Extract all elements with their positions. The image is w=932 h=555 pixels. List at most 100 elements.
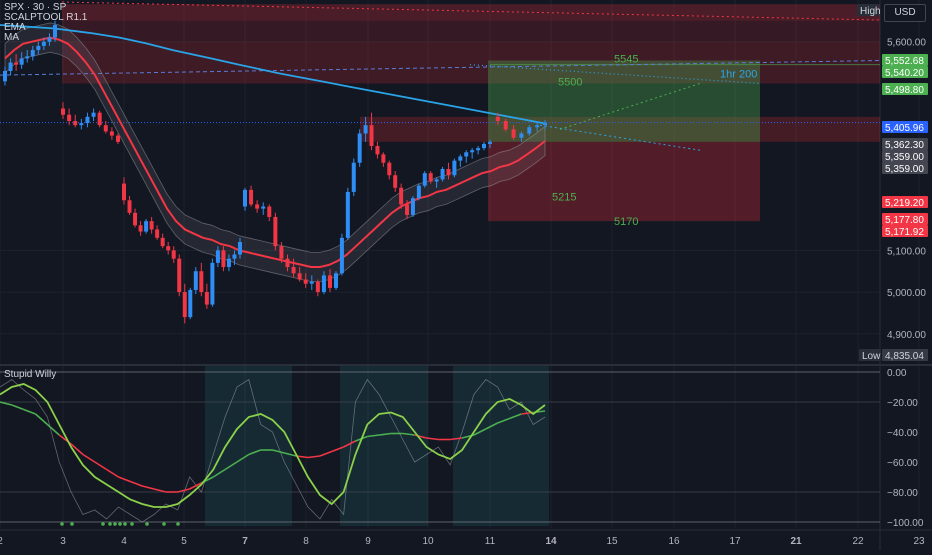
osc-slow-line	[141, 485, 155, 490]
price-tag: 5,540.20	[885, 68, 924, 79]
price-tag: 5,359.00	[885, 152, 924, 163]
candle-body	[519, 133, 524, 138]
price-tag: 5,498.80	[885, 85, 924, 96]
projection-line	[539, 124, 701, 151]
osc-slow-line	[94, 461, 108, 471]
osc-slow-line	[212, 468, 226, 478]
zone-box	[205, 366, 292, 526]
osc-slow-line	[82, 453, 96, 463]
candle-body	[527, 127, 532, 134]
osc-signal-dot	[176, 522, 180, 526]
candle-body	[188, 289, 193, 318]
time-tick-label: 16	[668, 536, 680, 547]
candle-body	[79, 123, 84, 126]
oscillator-title[interactable]: Stupid Willy	[4, 369, 57, 380]
candle-body	[53, 25, 57, 38]
candle-body	[334, 273, 338, 288]
price-tag-bg	[882, 54, 928, 66]
osc-tick-label: −20.00	[887, 398, 918, 409]
legend-indicator-ma[interactable]: MA	[4, 32, 19, 43]
candle-body	[160, 237, 165, 247]
low-tag-bg	[859, 349, 881, 361]
osc-tick-label: −80.00	[887, 488, 918, 499]
price-tag-bg	[882, 162, 928, 174]
osc-slow-line	[307, 455, 320, 459]
ema-band	[4, 22, 546, 282]
zone-box	[488, 60, 760, 142]
osc-slow-line	[0, 401, 13, 406]
price-tag: 4,835.04	[885, 351, 924, 362]
candle-body	[339, 237, 344, 274]
ma-line	[0, 24, 546, 125]
zone-label-5170: 5170	[614, 216, 638, 228]
time-tick-label: 14	[545, 536, 557, 547]
candle-body	[116, 135, 120, 142]
candle-body	[543, 122, 547, 126]
candle-body	[109, 131, 114, 136]
osc-slow-line	[509, 413, 522, 420]
candle-body	[182, 292, 187, 318]
price-tag-bg	[882, 196, 928, 208]
price-tag: 5,177.80	[885, 215, 924, 226]
osc-slow-line	[485, 422, 498, 430]
candle-body	[97, 112, 102, 126]
candle-body	[321, 275, 326, 293]
candle-body	[3, 70, 7, 82]
price-tag-bg	[882, 83, 928, 95]
price-tick-label: 5,100.00	[887, 246, 926, 257]
osc-fast-line	[0, 383, 546, 508]
candle-body	[503, 121, 508, 130]
candle-body	[267, 206, 272, 217]
time-tick-label: 11	[485, 536, 496, 547]
candle-body	[428, 173, 433, 182]
candle-body	[464, 152, 469, 157]
osc-slow-line	[46, 423, 60, 436]
osc-slow-line	[296, 455, 309, 459]
candle-body	[482, 143, 486, 149]
osc-tick-label: 0.00	[887, 368, 907, 379]
time-tick-label: 23	[913, 536, 925, 547]
time-tick-label: 8	[303, 536, 309, 547]
osc-slow-line	[23, 408, 36, 415]
candle-body	[393, 175, 398, 188]
candle-body	[14, 62, 19, 65]
candle-body	[249, 189, 254, 205]
osc-signal-dot	[113, 522, 117, 526]
time-tick-label: 10	[422, 536, 434, 547]
candle-body	[199, 271, 204, 293]
osc-slow-line	[331, 446, 344, 453]
candle-body	[452, 160, 457, 176]
chart-zones	[0, 1, 881, 526]
candle-body	[297, 273, 302, 280]
osc-slow-line	[284, 452, 297, 457]
legend-symbol[interactable]: SPX · 30 · SP	[4, 2, 67, 13]
candle-body	[315, 281, 320, 293]
zone-label-5545: 5545	[614, 54, 638, 66]
candle-body	[328, 275, 332, 288]
price-axis[interactable]: 5,600.00 5,100.00 5,000.00 4,900.00 0.00 −20.…	[857, 4, 928, 529]
candle-body	[279, 246, 284, 259]
legend-indicator-ema[interactable]: EMA	[4, 22, 26, 33]
currency-button[interactable]: USD	[884, 4, 926, 22]
ema-line	[4, 36, 546, 268]
time-axis[interactable]: 2345789101114151617212223	[0, 536, 925, 547]
legend-indicator-scalptool[interactable]: SCALPTOOL R1.1	[4, 12, 88, 23]
candle-body	[171, 250, 176, 259]
price-tag-bg	[882, 138, 928, 150]
price-tag-bg	[882, 121, 928, 133]
candle-body	[470, 150, 475, 153]
osc-signal-dot	[108, 522, 112, 526]
osc-slow-line	[272, 449, 285, 454]
time-tick-label: 7	[242, 536, 248, 547]
candle-body	[363, 125, 368, 134]
price-tag-bg	[882, 66, 928, 78]
high-tag: High	[860, 6, 881, 17]
osc-slow-line	[319, 450, 333, 457]
oscillator-pane	[0, 371, 880, 526]
osc-tick-label: −40.00	[887, 428, 918, 439]
candle-body	[91, 112, 96, 117]
candle-body	[291, 267, 296, 274]
candle-body	[73, 121, 78, 126]
